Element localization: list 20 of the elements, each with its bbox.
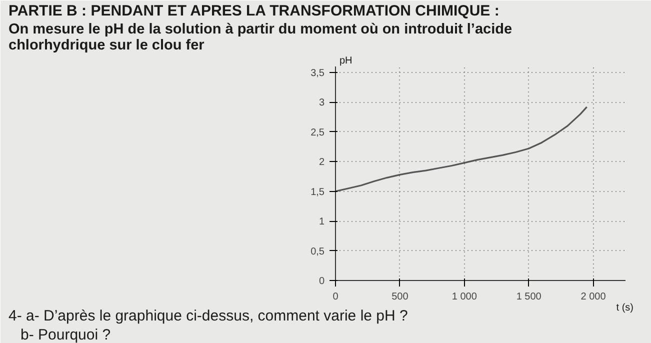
text: 4- a- D’après le graphique ci-dessus, comment varie le pH ? <box>8 308 408 324</box>
x-tick-label: 1 000 <box>452 292 478 302</box>
x-tick-label: 2 000 <box>580 292 606 302</box>
x-tick-label: 500 <box>392 292 409 302</box>
y-tick-label: 1,5 <box>310 186 325 198</box>
x-tick-label: 0 <box>332 292 339 302</box>
y-tick-label: 0,5 <box>310 246 325 258</box>
chart-title: PARTIE B : PENDANT ET APRES LA TRANSFORMATION CHIMIQUE : <box>8 2 500 20</box>
y-tick-label: 2,5 <box>310 127 325 138</box>
chart-subtitle: On mesure le pH de la solution à partir du moment où on introduit l’acide chlorhydrique sur le clou fer <box>8 22 512 54</box>
y-tick-label: 1 <box>318 216 325 228</box>
y-tick-label: 3 <box>318 98 325 109</box>
y-tick-label: 0 <box>318 276 325 287</box>
y-tick-label: 3,5 <box>310 68 325 79</box>
y-tick-label: 2 <box>318 157 325 168</box>
x-tick-label: 1 500 <box>516 292 542 302</box>
line-series <box>336 106 588 192</box>
y-axis-title: pH <box>340 56 352 66</box>
text: b- Pourquoi ? <box>20 326 111 343</box>
x-axis-title: t (s) <box>616 302 634 314</box>
